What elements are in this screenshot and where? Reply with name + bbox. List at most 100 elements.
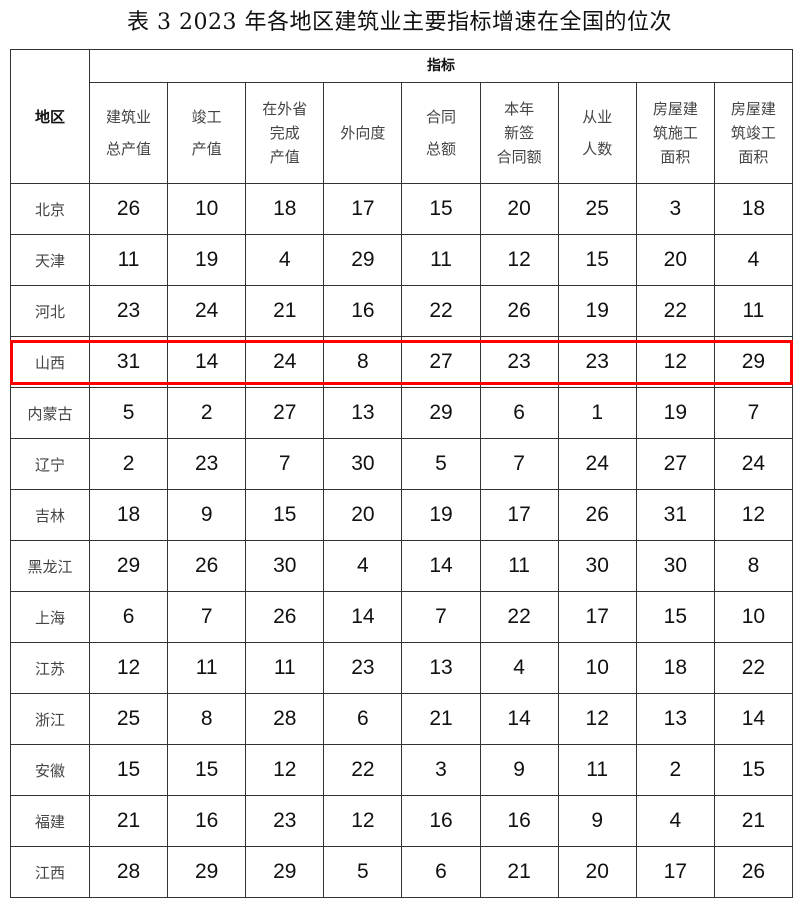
rank-cell: 15 <box>88 744 169 796</box>
column-header-line: 竣工 <box>191 108 222 126</box>
column-header-line: 面积 <box>738 148 769 166</box>
rank-cell: 10 <box>557 642 637 694</box>
rank-cell: 2 <box>167 387 247 439</box>
column-header-line: 完成 <box>269 124 300 142</box>
rank-cell: 18 <box>88 489 169 541</box>
rank-cell: 4 <box>479 642 559 694</box>
table-row: 山西 31 14 24 8 27 23 23 12 29 <box>10 336 794 388</box>
rank-cell: 22 <box>713 642 794 694</box>
rank-cell: 4 <box>245 234 325 286</box>
rank-cell: 16 <box>167 795 247 847</box>
rank-cell: 30 <box>635 540 715 592</box>
rank-cell: 30 <box>245 540 325 592</box>
rank-cell: 24 <box>557 438 637 490</box>
column-header: 建筑业 总产值 <box>88 82 169 184</box>
rank-cell: 5 <box>323 846 403 898</box>
rank-cell: 19 <box>635 387 715 439</box>
table-row: 辽宁 2 23 7 30 5 7 24 27 24 <box>10 438 794 490</box>
rank-cell: 10 <box>167 183 247 235</box>
column-header-line: 本年 <box>504 100 535 118</box>
rank-cell: 13 <box>323 387 403 439</box>
rank-cell: 8 <box>323 336 403 388</box>
rank-cell: 23 <box>88 285 169 337</box>
rank-cell: 17 <box>635 846 715 898</box>
rank-cell: 22 <box>635 285 715 337</box>
rank-cell: 16 <box>323 285 403 337</box>
table-row: 浙江 25 8 28 6 21 14 12 13 14 <box>10 693 794 745</box>
rank-cell: 28 <box>245 693 325 745</box>
document-title: 表 3 2023 年各地区建筑业主要指标增速在全国的位次 <box>127 10 672 35</box>
rank-cell: 14 <box>401 540 481 592</box>
rank-cell: 26 <box>479 285 559 337</box>
table-row: 天津 11 19 4 29 11 12 15 20 4 <box>10 234 794 286</box>
rank-cell: 20 <box>323 489 403 541</box>
column-header: 从业 人数 <box>557 82 637 184</box>
rank-cell: 6 <box>479 387 559 439</box>
rank-cell: 18 <box>713 183 794 235</box>
table-row: 江西 28 29 29 5 6 21 20 17 26 <box>10 846 794 898</box>
rank-cell: 11 <box>401 234 481 286</box>
column-header-line: 筑施工 <box>652 124 698 142</box>
column-header-line: 建筑业 <box>106 108 152 126</box>
rank-cell: 27 <box>245 387 325 439</box>
rank-cell: 22 <box>479 591 559 643</box>
rank-cell: 13 <box>635 693 715 745</box>
rank-cell: 11 <box>88 234 169 286</box>
rank-cell: 16 <box>479 795 559 847</box>
rank-cell: 29 <box>245 846 325 898</box>
column-header-line: 合同额 <box>496 148 542 166</box>
rank-cell: 19 <box>167 234 247 286</box>
rank-cell: 11 <box>713 285 794 337</box>
column-header-line: 合同 <box>425 108 456 126</box>
rank-cell: 30 <box>323 438 403 490</box>
rank-cell: 31 <box>635 489 715 541</box>
table-row: 内蒙古 5 2 27 13 29 6 1 19 7 <box>10 387 794 439</box>
rank-cell: 29 <box>323 234 403 286</box>
rank-cell: 12 <box>557 693 637 745</box>
rank-cell: 5 <box>88 387 169 439</box>
indicator-group-header: 指标 <box>89 49 793 83</box>
column-header: 房屋建 筑竣工 面积 <box>713 82 794 184</box>
rank-cell: 8 <box>713 540 794 592</box>
rank-cell: 23 <box>245 795 325 847</box>
region-cell: 吉林 <box>10 489 90 541</box>
rank-cell: 12 <box>713 489 794 541</box>
rank-cell: 2 <box>635 744 715 796</box>
rank-cell: 19 <box>557 285 637 337</box>
column-header-line: 总额 <box>425 140 456 158</box>
rank-cell: 15 <box>557 234 637 286</box>
rank-cell: 29 <box>713 336 794 388</box>
region-cell: 河北 <box>10 285 90 337</box>
rank-cell: 14 <box>479 693 559 745</box>
rank-cell: 11 <box>167 642 247 694</box>
rank-cell: 23 <box>479 336 559 388</box>
rank-cell: 29 <box>401 387 481 439</box>
rank-cell: 12 <box>245 744 325 796</box>
rank-cell: 21 <box>245 285 325 337</box>
rank-cell: 13 <box>401 642 481 694</box>
rank-cell: 5 <box>401 438 481 490</box>
table-row: 上海 6 7 26 14 7 22 17 15 10 <box>10 591 794 643</box>
rank-cell: 20 <box>635 234 715 286</box>
column-header: 在外省 完成 产值 <box>245 82 325 184</box>
table-row: 江苏 12 11 11 23 13 4 10 18 22 <box>10 642 794 694</box>
table-row: 北京 26 10 18 17 15 20 25 3 18 <box>10 183 794 235</box>
rank-cell: 6 <box>323 693 403 745</box>
region-cell: 浙江 <box>10 693 90 745</box>
rank-cell: 14 <box>713 693 794 745</box>
rank-cell: 26 <box>88 183 169 235</box>
region-cell: 安徽 <box>10 744 90 796</box>
rank-cell: 24 <box>245 336 325 388</box>
column-header-line: 筑竣工 <box>730 124 776 142</box>
column-header-line: 面积 <box>660 148 691 166</box>
table-row: 黑龙江 29 26 30 4 14 11 30 30 8 <box>10 540 794 592</box>
rank-cell: 4 <box>635 795 715 847</box>
rank-cell: 26 <box>557 489 637 541</box>
rank-cell: 15 <box>713 744 794 796</box>
column-header: 竣工 产值 <box>167 82 247 184</box>
region-cell: 福建 <box>10 795 90 847</box>
column-header-line: 人数 <box>582 140 613 158</box>
rank-cell: 12 <box>479 234 559 286</box>
region-cell: 上海 <box>10 591 90 643</box>
rank-cell: 15 <box>167 744 247 796</box>
